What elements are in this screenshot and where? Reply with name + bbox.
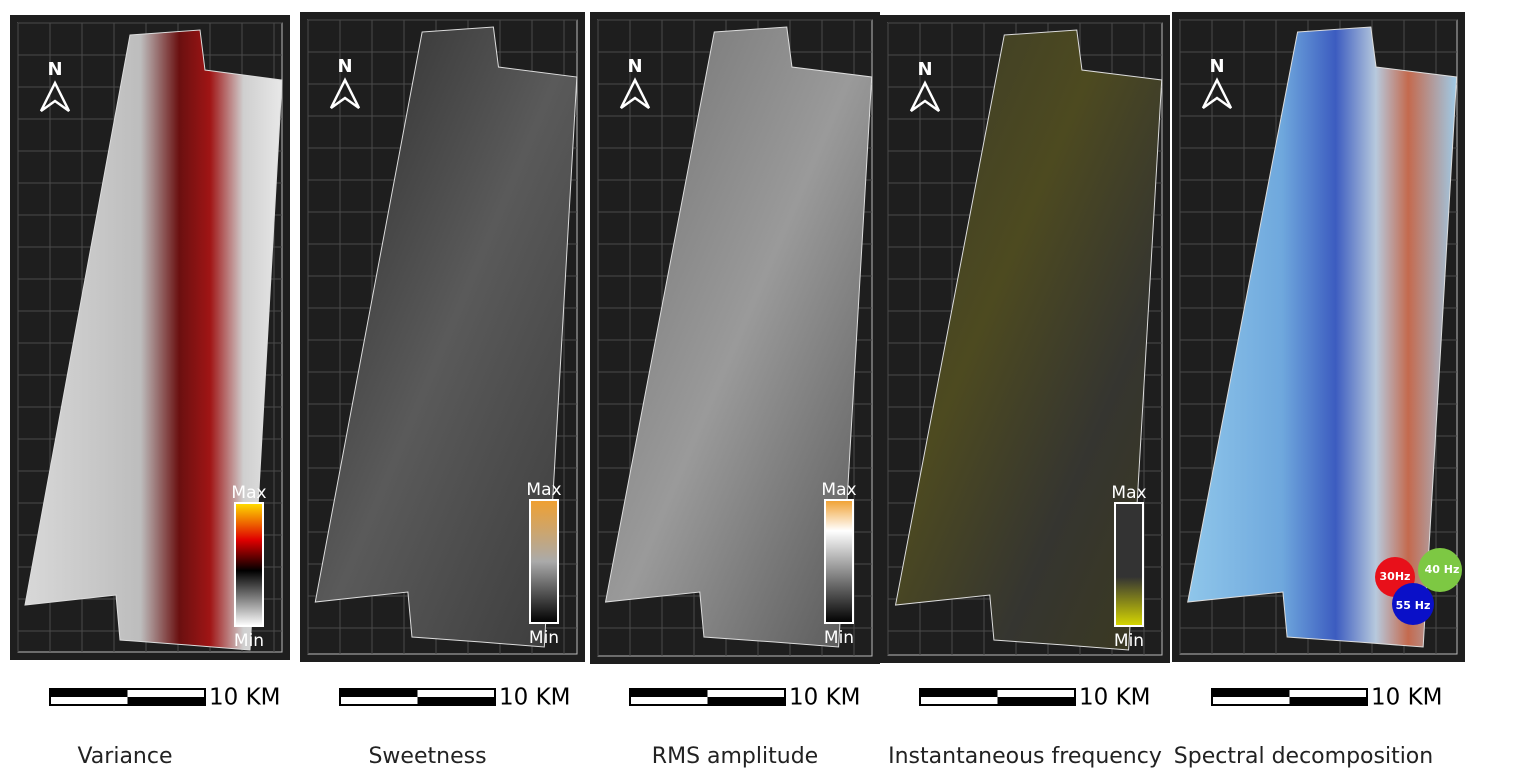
north-label: N [47, 59, 62, 80]
map-panel: N 30Hz 40 Hz 55 Hz 10 KM Spectral decompositi… [1172, 12, 1465, 769]
scale-bar-segment [1290, 697, 1368, 705]
legend-min: Min [824, 628, 854, 648]
legend-max: Max [526, 480, 561, 500]
scale-label: 10 KM [1079, 685, 1151, 711]
frequency-label: 55 Hz [1396, 599, 1431, 612]
panel-caption: Spectral decomposition [1174, 744, 1433, 769]
map-panel: N Max Min 10 KM RMS amplitude [590, 12, 880, 769]
panel-caption: Instantaneous frequency [888, 744, 1162, 769]
panel-caption: Variance [77, 744, 172, 769]
scale-bar-segment [630, 689, 708, 697]
north-label: N [1209, 56, 1224, 77]
map-panel: N Max Min 10 KM Instantaneous frequency [880, 15, 1170, 769]
legend-max: Max [231, 483, 266, 503]
scale-bar-segment [708, 697, 786, 705]
figure: N Max Min 10 KM Variance N Max Min 10 KM Sweetnes… [0, 0, 1515, 774]
frequency-label: 40 Hz [1425, 563, 1460, 576]
map-panel: N Max Min 10 KM Variance [10, 15, 290, 769]
scale-bar-segment [920, 689, 998, 697]
legend-max: Max [1111, 483, 1146, 503]
north-label: N [917, 59, 932, 80]
colorbar [530, 500, 558, 623]
map-panel: N Max Min 10 KM Sweetness [300, 12, 585, 769]
colorbar [235, 503, 263, 626]
scale-label: 10 KM [789, 685, 861, 711]
panel-caption: RMS amplitude [652, 744, 818, 769]
scale-label: 10 KM [1371, 685, 1443, 711]
north-label: N [627, 56, 642, 77]
scale-bar-segment [1212, 689, 1290, 697]
legend-min: Min [234, 631, 264, 651]
scale-bar-segment [50, 689, 128, 697]
scale-label: 10 KM [209, 685, 281, 711]
legend-min: Min [529, 628, 559, 648]
legend-min: Min [1114, 631, 1144, 651]
frequency-label: 30Hz [1380, 570, 1411, 583]
panel-caption: Sweetness [368, 744, 486, 769]
scale-label: 10 KM [499, 685, 571, 711]
colorbar [1115, 503, 1143, 626]
scale-bar-segment [340, 689, 418, 697]
scale-bar-segment [128, 697, 206, 705]
legend-max: Max [821, 480, 856, 500]
scale-bar-segment [418, 697, 496, 705]
north-label: N [337, 56, 352, 77]
colorbar [825, 500, 853, 623]
scale-bar-segment [998, 697, 1076, 705]
